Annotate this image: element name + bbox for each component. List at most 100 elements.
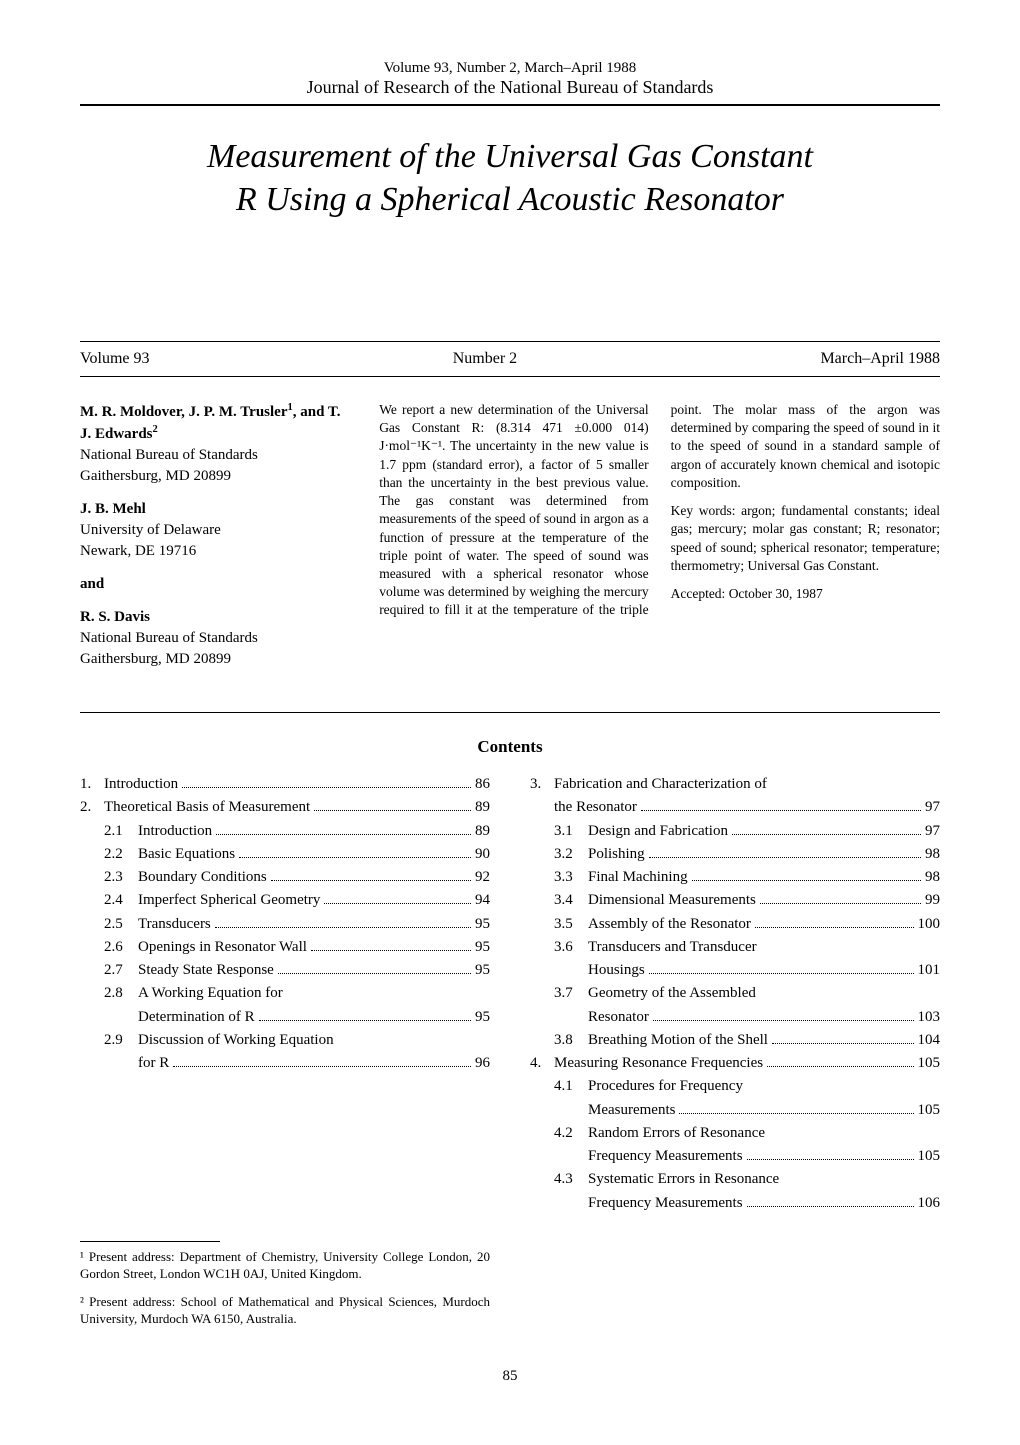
abstract-text-column: We report a new determination of the Uni… [379,401,940,682]
toc-leader-dots [649,973,914,974]
toc-entry: 3.7Geometry of the Assembled [530,982,940,1005]
toc-page-number: 95 [475,959,490,982]
toc-label: Procedures for Frequency [588,1075,743,1098]
toc-label-cont: Resonator [588,1006,649,1029]
contents-heading: Contents [80,737,940,757]
author-name-2: J. B. Mehl [80,501,146,517]
toc-subsection-number: 2.1 [104,820,138,843]
toc-subsection-number: 2.4 [104,889,138,912]
issue-date: March–April 1988 [820,350,940,368]
table-of-contents: 1.Introduction862.Theoretical Basis of M… [80,773,940,1215]
toc-label: Systematic Errors in Resonance [588,1168,779,1191]
toc-label: Fabrication and Characterization of [554,773,767,796]
toc-label: Steady State Response [138,959,274,982]
toc-label-cont: Determination of R [138,1006,255,1029]
toc-entry: 3.6Transducers and Transducer [530,936,940,959]
toc-leader-dots [216,834,471,835]
toc-page-number: 98 [925,843,940,866]
toc-subsection-number: 4.1 [554,1075,588,1098]
toc-entry: 2.2Basic Equations90 [80,843,490,866]
toc-page-number: 103 [918,1006,941,1029]
title-line-2: R Using a Spherical Acoustic Resonator [236,181,784,218]
toc-label-cont: the Resonator [554,796,637,819]
issue-number: Number 2 [453,350,517,368]
toc-leader-dots [772,1043,914,1044]
author-affil-2b: Newark, DE 19716 [80,543,196,559]
toc-subsection-number: 2.2 [104,843,138,866]
toc-leader-dots [747,1206,914,1207]
toc-entry: 3.2Polishing98 [530,843,940,866]
authors-column: M. R. Moldover, J. P. M. Trusler1, and T… [80,401,355,682]
author-affil-3b: Gaithersburg, MD 20899 [80,651,231,667]
toc-label-cont: for R [138,1052,169,1075]
toc-leader-dots [653,1020,914,1021]
toc-entry: 2.5Transducers95 [80,913,490,936]
toc-label-cont: Housings [588,959,645,982]
toc-page-number: 94 [475,889,490,912]
toc-subsection-number: 3.7 [554,982,588,1005]
author-affil-2a: University of Delaware [80,522,221,538]
toc-entry: 3.5Assembly of the Resonator 100 [530,913,940,936]
toc-entry: 2.4Imperfect Spherical Geometry 94 [80,889,490,912]
toc-entry-continuation: Measurements105 [530,1099,940,1122]
toc-page-number: 106 [918,1192,941,1215]
toc-label: Breathing Motion of the Shell [588,1029,768,1052]
header-rule [80,104,940,106]
toc-page-number: 98 [925,866,940,889]
title-line-1: Measurement of the Universal Gas Constan… [207,138,813,175]
footnote-1: ¹ Present address: Department of Chemist… [80,1248,490,1283]
header-journal-name: Journal of Research of the National Bure… [80,77,940,98]
toc-subsection-number: 2.7 [104,959,138,982]
toc-label: Theoretical Basis of Measurement [104,796,310,819]
header-volume-line: Volume 93, Number 2, March–April 1988 [80,60,940,77]
footnotes: ¹ Present address: Department of Chemist… [80,1233,490,1328]
toc-entry: 4.2Random Errors of Resonance [530,1122,940,1145]
author-and: and [80,574,355,595]
toc-entry-continuation: Resonator 103 [530,1006,940,1029]
toc-leader-dots [692,880,921,881]
toc-leader-dots [215,927,471,928]
issue-rule-top [80,341,940,342]
toc-label: Measuring Resonance Frequencies [554,1052,763,1075]
author-name-3: R. S. Davis [80,609,150,625]
toc-entry-continuation: Determination of R95 [80,1006,490,1029]
toc-entry-continuation: the Resonator97 [530,796,940,819]
toc-page-number: 86 [475,773,490,796]
toc-leader-dots [259,1020,471,1021]
toc-left-column: 1.Introduction862.Theoretical Basis of M… [80,773,490,1215]
toc-label: Transducers [138,913,211,936]
toc-label: Imperfect Spherical Geometry [138,889,320,912]
toc-page-number: 89 [475,820,490,843]
toc-page-number: 105 [918,1052,941,1075]
issue-row: Volume 93 Number 2 March–April 1988 [80,350,940,368]
issue-rule-bottom [80,376,940,377]
abstract-block: M. R. Moldover, J. P. M. Trusler1, and T… [80,401,940,682]
toc-label: Openings in Resonator Wall [138,936,307,959]
toc-leader-dots [732,834,921,835]
toc-page-number: 97 [925,820,940,843]
toc-subsection-number: 3.8 [554,1029,588,1052]
toc-label: Geometry of the Assembled [588,982,756,1005]
toc-entry: 2.1Introduction89 [80,820,490,843]
toc-entry: 4.1Procedures for Frequency [530,1075,940,1098]
toc-page-number: 100 [918,913,941,936]
toc-entry: 3.Fabrication and Characterization of [530,773,940,796]
author-names-1: M. R. Moldover, J. P. M. Trusler1, and T… [80,404,341,442]
toc-label-cont: Measurements [588,1099,675,1122]
toc-entry-continuation: Housings101 [530,959,940,982]
toc-subsection-number: 3.6 [554,936,588,959]
toc-label: Discussion of Working Equation [138,1029,334,1052]
toc-entry: 3.8Breathing Motion of the Shell104 [530,1029,940,1052]
toc-section-number: 4. [530,1052,554,1075]
author-affil-3a: National Bureau of Standards [80,630,258,646]
toc-page-number: 99 [925,889,940,912]
toc-subsection-number: 2.9 [104,1029,138,1052]
toc-label-cont: Frequency Measurements [588,1192,743,1215]
toc-entry: 3.1Design and Fabrication97 [530,820,940,843]
toc-leader-dots [747,1159,914,1160]
toc-subsection-number: 3.5 [554,913,588,936]
toc-label: Random Errors of Resonance [588,1122,765,1145]
author-affil-1b: Gaithersburg, MD 20899 [80,468,231,484]
toc-leader-dots [679,1113,913,1114]
toc-label: Assembly of the Resonator [588,913,751,936]
